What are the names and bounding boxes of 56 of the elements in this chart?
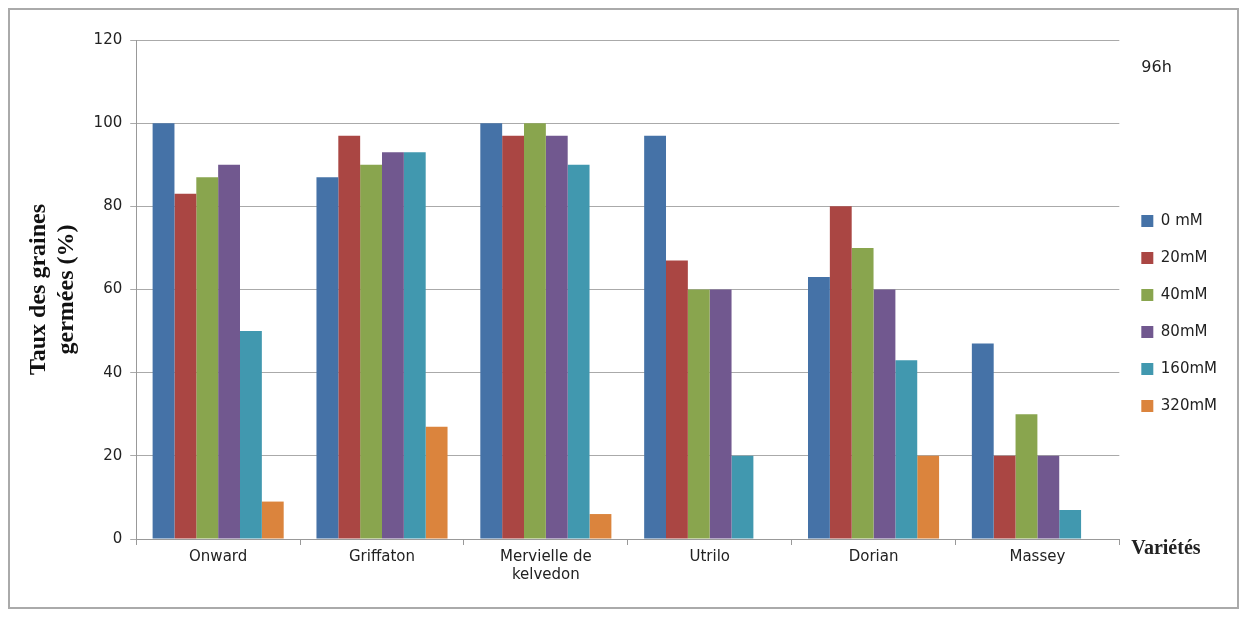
bar: [808, 277, 830, 539]
bar: [218, 164, 240, 539]
bar: [851, 247, 874, 539]
legend-label: 80mM: [1160, 321, 1208, 340]
y-tick-label: 0: [112, 528, 123, 547]
x-tick-label: Utrilo: [689, 546, 730, 565]
bar: [993, 455, 1016, 539]
bar: [425, 426, 448, 539]
bar: [829, 206, 852, 539]
legend-label: 320mM: [1160, 395, 1217, 414]
y-tick-label: 100: [93, 113, 123, 132]
bar: [567, 164, 590, 539]
x-tick-label: Onward: [189, 546, 248, 565]
bar: [1015, 414, 1038, 539]
bar: [917, 455, 940, 539]
y-tick-label: 80: [103, 196, 123, 215]
bar: [971, 343, 994, 539]
legend-label: 160mM: [1160, 358, 1217, 377]
bar: [709, 289, 732, 539]
y-tick-label: 40: [103, 362, 123, 381]
bar: [240, 331, 262, 539]
bar: [261, 501, 284, 539]
bar: [895, 360, 918, 539]
bar: [545, 135, 568, 539]
bar: [338, 135, 361, 539]
bar: [480, 123, 503, 539]
bar: [666, 260, 688, 539]
x-tick-label: Massey: [1009, 546, 1066, 565]
bar: [316, 177, 339, 539]
bar: [873, 289, 896, 539]
bar: [382, 152, 404, 539]
bar: [152, 123, 175, 539]
bar: [360, 164, 382, 539]
bar: [644, 135, 666, 539]
bar: [1059, 509, 1082, 539]
legend-label: 40mM: [1160, 284, 1208, 303]
bar: [196, 177, 219, 539]
bar: [403, 152, 426, 539]
bar: [1037, 455, 1060, 539]
text: 96h: [1141, 57, 1172, 77]
x-tick-label: Mervielle de kelvedon: [500, 546, 592, 583]
x-axis-title: Variétés: [1131, 536, 1201, 559]
y-axis-title: Taux des graines germées (%): [23, 203, 79, 376]
y-tick-label: 120: [93, 29, 123, 48]
bar: [502, 135, 524, 539]
bar: [174, 193, 197, 539]
x-tick-label: Griffaton: [348, 546, 416, 565]
y-tick-label: 60: [103, 279, 123, 298]
legend-label: 20mM: [1160, 247, 1208, 266]
y-tick-label: 20: [103, 445, 123, 464]
legend-label: 0 mM: [1160, 210, 1203, 229]
bar: [589, 514, 612, 539]
bar: [524, 123, 546, 539]
bar: [687, 289, 710, 539]
bar: [731, 455, 754, 539]
x-tick-label: Dorian: [848, 546, 899, 565]
